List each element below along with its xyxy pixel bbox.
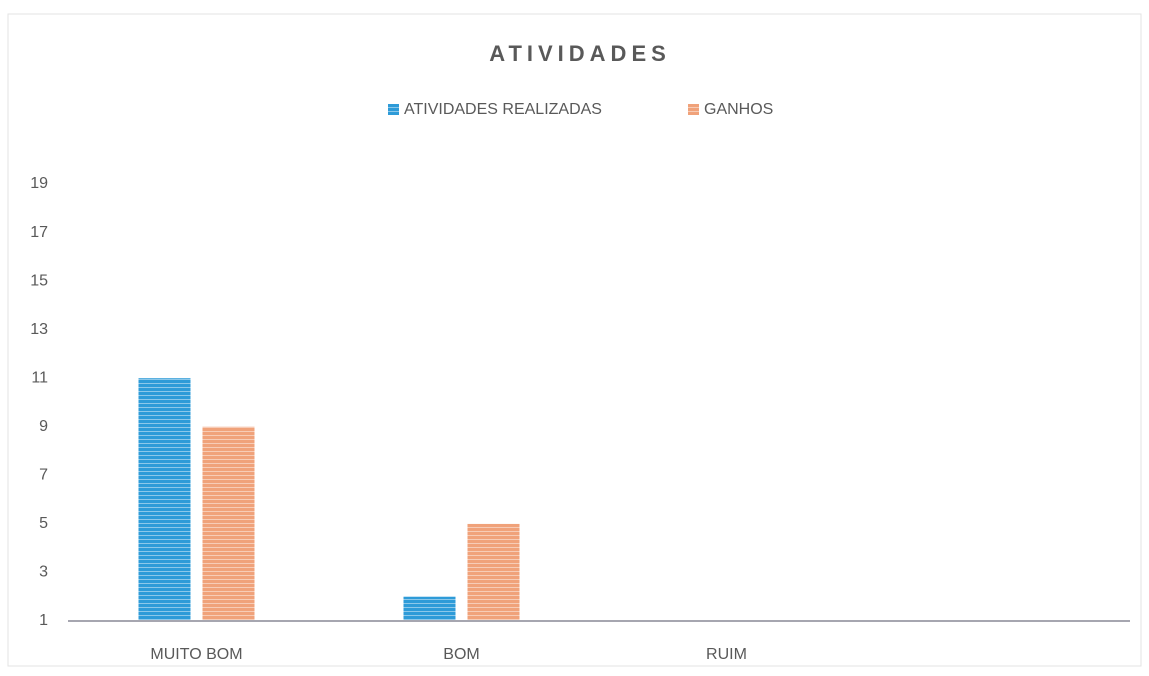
x-tick-label: BOM <box>443 646 479 663</box>
y-tick-label: 15 <box>30 272 48 289</box>
legend-label: GANHOS <box>704 101 773 118</box>
x-tick-label: RUIM <box>706 646 747 663</box>
y-tick-label: 7 <box>39 467 48 484</box>
chart-title: ATIVIDADES <box>489 41 671 66</box>
legend-label: ATIVIDADES REALIZADAS <box>404 101 602 118</box>
x-tick-label: MUITO BOM <box>150 646 242 663</box>
bar <box>467 523 520 621</box>
legend-swatch <box>388 104 399 115</box>
legend-swatch <box>688 104 699 115</box>
y-tick-label: 19 <box>30 175 48 192</box>
bar <box>138 378 191 621</box>
y-tick-label: 3 <box>39 564 48 581</box>
y-tick-label: 5 <box>39 515 48 532</box>
chart-frame <box>7 13 1142 667</box>
y-tick-label: 11 <box>31 369 48 386</box>
bar <box>202 426 255 621</box>
bar <box>403 596 456 621</box>
y-tick-label: 13 <box>30 321 48 338</box>
y-tick-label: 1 <box>39 612 48 629</box>
y-tick-label: 17 <box>30 224 48 241</box>
y-tick-label: 9 <box>39 418 48 435</box>
